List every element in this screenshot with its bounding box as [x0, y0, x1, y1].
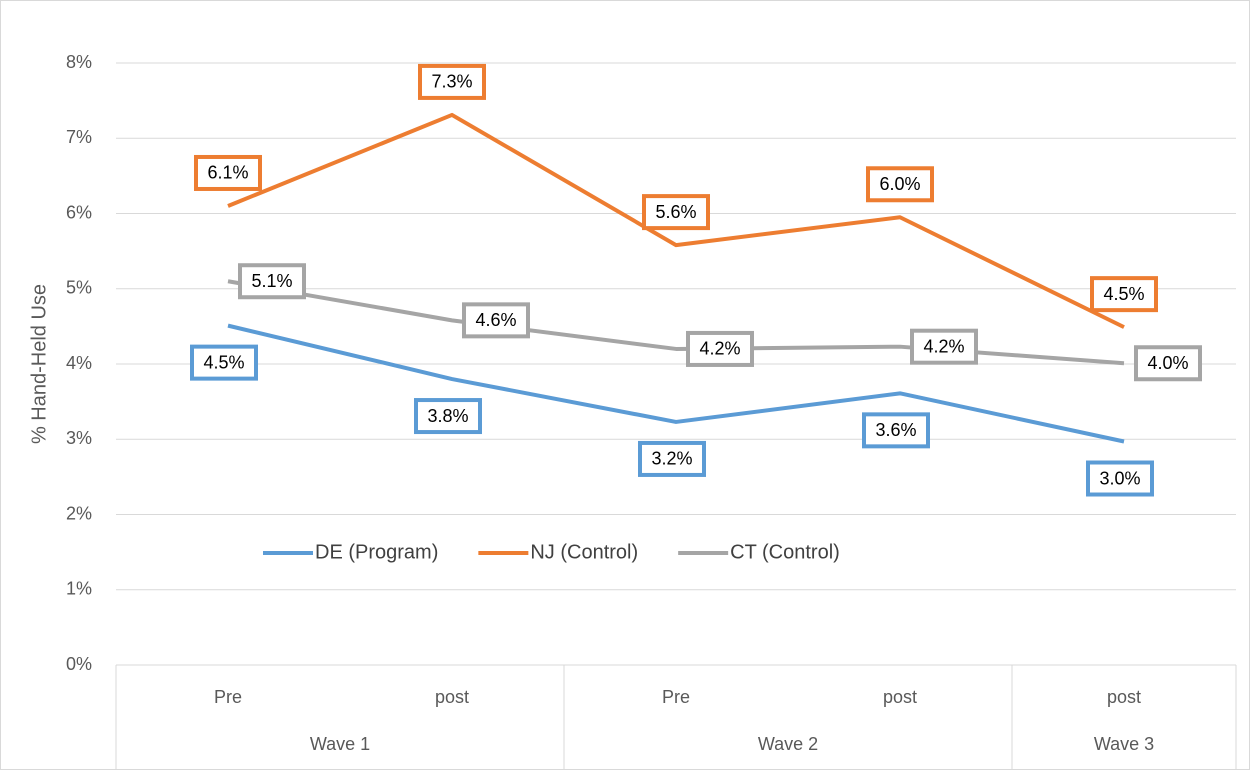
group-label: Wave 1 [310, 734, 370, 754]
value-label: 3.0% [1099, 468, 1140, 488]
value-label-box [1086, 460, 1154, 497]
value-label-box [462, 302, 530, 339]
value-label-box [910, 328, 978, 365]
value-label: 6.0% [879, 174, 920, 194]
value-label-box [418, 63, 486, 100]
value-label-box [238, 263, 306, 300]
legend-label: NJ (Control) [530, 541, 638, 563]
group-label: Wave 2 [758, 734, 818, 754]
x-tick-label: post [883, 687, 917, 707]
value-label-box [638, 440, 706, 477]
legend-label: CT (Control) [730, 541, 840, 563]
y-tick-label: 5% [66, 278, 92, 298]
x-tick-label: Pre [662, 687, 690, 707]
value-label-box [866, 166, 934, 203]
legend-label: DE (Program) [315, 541, 438, 563]
value-label: 4.0% [1147, 353, 1188, 373]
value-label-box [642, 194, 710, 231]
y-tick-label: 6% [66, 202, 92, 222]
value-label: 4.2% [923, 336, 964, 356]
y-tick-label: 3% [66, 428, 92, 448]
y-tick-label: 2% [66, 503, 92, 523]
x-tick-label: Pre [214, 687, 242, 707]
value-label-box [1090, 276, 1158, 313]
value-label: 5.1% [251, 271, 292, 291]
value-label-box [862, 412, 930, 449]
value-label: 4.5% [203, 352, 244, 372]
y-tick-label: 8% [66, 52, 92, 72]
value-label-box [414, 398, 482, 435]
y-tick-label: 4% [66, 353, 92, 373]
x-tick-label: post [435, 687, 469, 707]
y-tick-label: 1% [66, 579, 92, 599]
group-label: Wave 3 [1094, 734, 1154, 754]
series-line [227, 323, 1125, 444]
series-line [227, 112, 1125, 329]
value-label: 4.5% [1103, 284, 1144, 304]
y-tick-label: 7% [66, 127, 92, 147]
value-label: 7.3% [431, 72, 472, 92]
value-label-box [1134, 345, 1202, 382]
value-label: 4.2% [699, 339, 740, 359]
value-label-box [190, 344, 258, 381]
x-tick-label: post [1107, 687, 1141, 707]
value-label: 4.6% [475, 310, 516, 330]
value-label: 3.6% [875, 420, 916, 440]
value-label-box [194, 154, 262, 191]
value-label: 3.2% [651, 449, 692, 469]
value-label: 6.1% [207, 163, 248, 183]
y-axis-title: % Hand-Held Use [28, 284, 50, 444]
y-tick-label: 0% [66, 654, 92, 674]
value-label-box [686, 330, 754, 367]
value-label: 5.6% [655, 202, 696, 222]
value-label: 3.8% [427, 406, 468, 426]
